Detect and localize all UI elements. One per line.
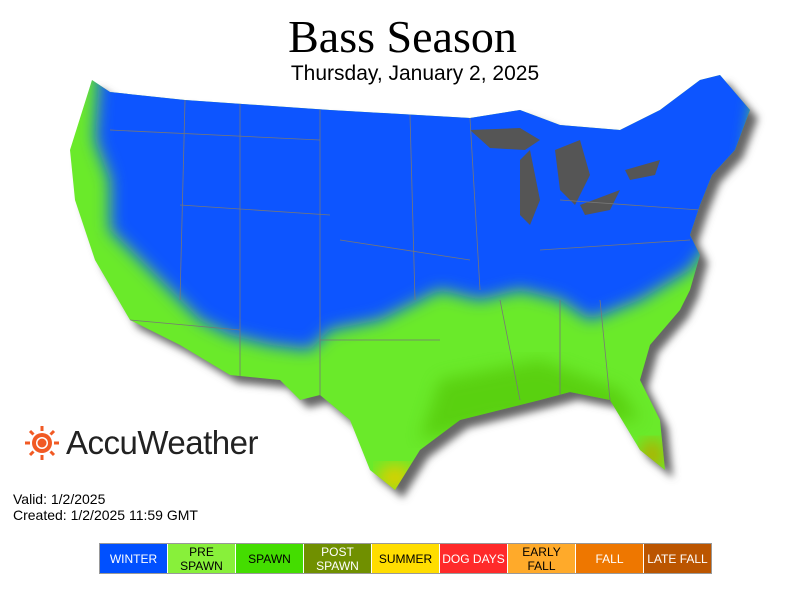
- legend-item-summer: SUMMER: [372, 544, 440, 573]
- legend-item-spawn: SPAWN: [236, 544, 304, 573]
- map-title: Bass Season: [288, 11, 517, 62]
- postspawn-region: [640, 439, 664, 471]
- great-lakes: [470, 128, 660, 225]
- map-date: Thursday, January 2, 2025: [290, 62, 540, 85]
- legend-item-post-spawn: POST SPAWN: [304, 544, 372, 573]
- legend-item-fall: FALL: [576, 544, 644, 573]
- sun-icon: [25, 426, 59, 460]
- brand-name: AccuWeather: [66, 424, 258, 461]
- created-date: Created: 1/2/2025 11:59 GMT: [13, 507, 198, 523]
- valid-date: Valid: 1/2/2025: [13, 491, 106, 507]
- validity-info: Valid: 1/2/2025 Created: 1/2/2025 11:59 …: [13, 491, 198, 523]
- state-borders: [109, 99, 701, 401]
- winter-region: [95, 75, 750, 350]
- accuweather-logo: AccuWeather: [24, 424, 258, 462]
- legend-item-late-fall: LATE FALL: [644, 544, 711, 573]
- legend-item-pre-spawn: PRE SPAWN: [168, 544, 236, 573]
- season-legend: WINTER PRE SPAWN SPAWN POST SPAWN SUMMER DOG …: [99, 543, 712, 574]
- legend-item-dog-days: DOG DAYS: [440, 544, 508, 573]
- legend-item-winter: WINTER: [100, 544, 168, 573]
- legend-item-early-fall: EARLY FALL: [508, 544, 576, 573]
